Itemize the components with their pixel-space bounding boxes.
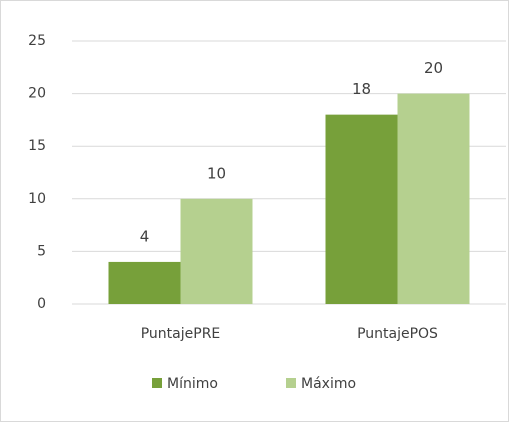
y-tick-label: 15 bbox=[28, 138, 46, 154]
data-label: 4 bbox=[140, 227, 150, 245]
x-tick-label: PuntajePOS bbox=[357, 326, 438, 342]
bar bbox=[108, 261, 181, 304]
data-label: 18 bbox=[352, 80, 371, 98]
bar bbox=[397, 93, 470, 304]
y-tick-label: 20 bbox=[28, 86, 46, 102]
y-tick-label: 0 bbox=[37, 296, 46, 312]
y-tick-label: 10 bbox=[28, 191, 46, 207]
data-label: 10 bbox=[207, 164, 226, 182]
legend-swatch bbox=[286, 378, 296, 388]
bar bbox=[325, 114, 398, 304]
data-label: 20 bbox=[424, 59, 443, 77]
x-tick-label: PuntajePRE bbox=[141, 326, 221, 342]
bar bbox=[180, 198, 253, 304]
y-tick-label: 5 bbox=[37, 243, 46, 259]
legend-label: Máximo bbox=[301, 376, 356, 392]
y-tick-label: 25 bbox=[28, 33, 46, 49]
legend-label: Mínimo bbox=[167, 376, 218, 392]
legend-swatch bbox=[152, 378, 162, 388]
